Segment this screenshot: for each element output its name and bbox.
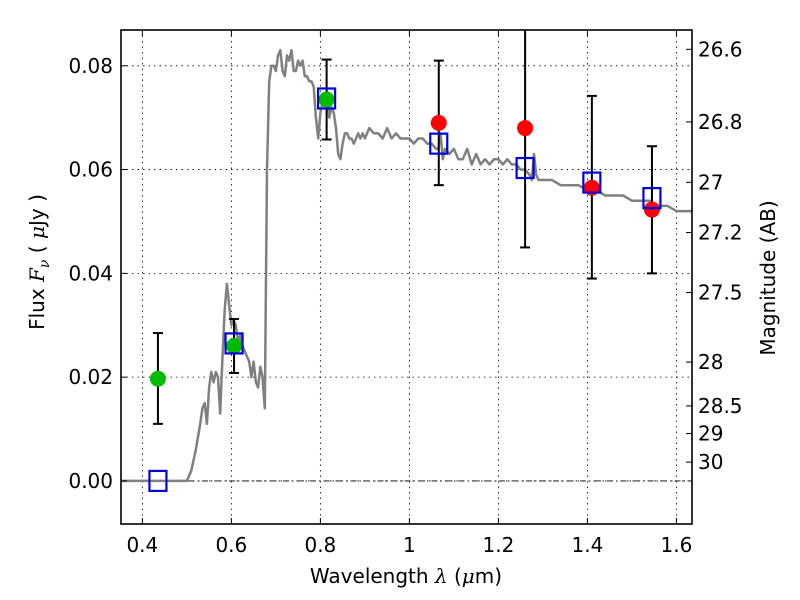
y-axis-left: 0.00 0.02 0.04 0.06 0.08 [68, 54, 127, 493]
y-tick-label: 0.00 [68, 469, 113, 493]
model-square [317, 87, 337, 110]
x-tick-label: 1.6 [661, 533, 693, 557]
y2-tick-label: 27 [698, 170, 723, 194]
x-tick-label: 1.4 [572, 533, 604, 557]
model-square [515, 156, 535, 180]
data-point-red [430, 114, 447, 131]
y2-tick-label: 28 [698, 350, 723, 374]
x-tick-label: 1 [403, 533, 416, 557]
axes-frame [120, 29, 693, 525]
y-tick-label: 0.04 [68, 261, 113, 285]
y-tick-label: 0.06 [68, 158, 113, 182]
y2-tick-label: 26.6 [698, 37, 743, 61]
x-tick-label: 0.6 [215, 533, 247, 557]
x-axis: 0.4 0.6 0.8 1 1.2 1.4 1.6 [126, 30, 692, 557]
model-square [224, 332, 244, 355]
model-square [582, 171, 602, 194]
y2-tick-label: 26.8 [698, 110, 743, 134]
model-square [642, 187, 662, 210]
data-point-green [226, 338, 243, 355]
y2-tick-label: 27.5 [698, 281, 743, 305]
y2-tick-label: 29 [698, 422, 723, 446]
x-tick-label: 1.2 [482, 533, 514, 557]
data-point-red [517, 120, 534, 137]
y2-tick-label: 30 [698, 450, 723, 474]
y2-axis-label: Magnitude (AB) [756, 200, 780, 355]
model-square [148, 469, 168, 493]
data-point-green [149, 370, 166, 387]
spectrum-line [121, 48, 692, 483]
y2-tick-label: 28.5 [698, 394, 743, 418]
plot-area [121, 30, 692, 493]
model-square [429, 132, 449, 155]
x-axis-label: Wavelength λ (μm) [310, 564, 502, 588]
y-tick-label: 0.02 [68, 365, 113, 389]
data-point-green [318, 91, 335, 108]
y-axis-right: 26.6 26.8 27 27.2 27.5 28 28.5 29 30 [686, 37, 743, 474]
y-axis-label: Flux Fν ( μJy ) [25, 194, 53, 330]
x-tick-label: 0.8 [304, 533, 336, 557]
data-point-red [643, 201, 660, 218]
x-tick-label: 0.4 [126, 533, 158, 557]
y2-tick-label: 27.2 [698, 221, 743, 245]
y-tick-label: 0.08 [68, 54, 113, 78]
